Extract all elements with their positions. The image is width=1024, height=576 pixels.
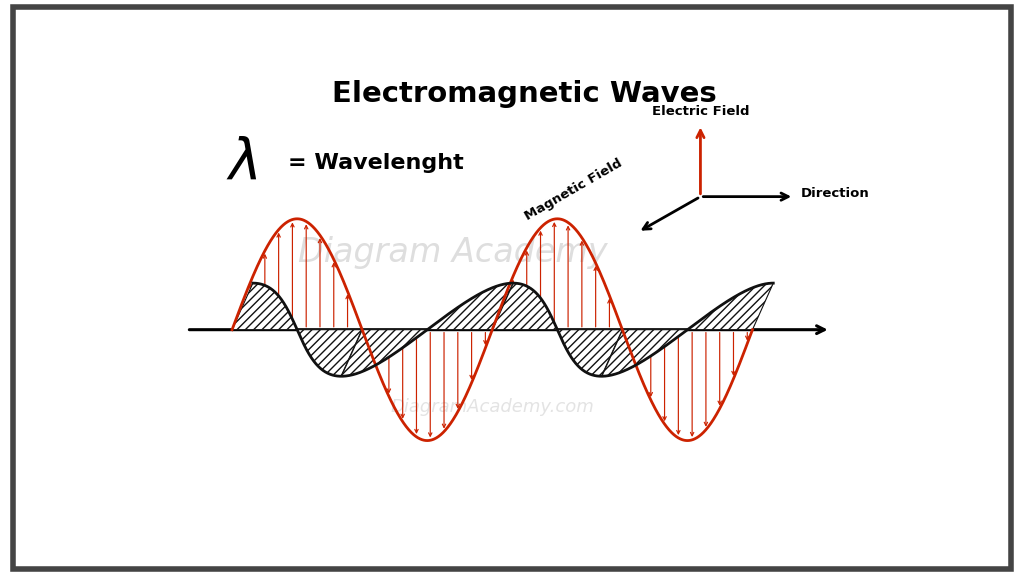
- Text: $\lambda$: $\lambda$: [225, 136, 257, 191]
- Polygon shape: [341, 283, 513, 376]
- Text: Diagram Academy: Diagram Academy: [298, 236, 608, 268]
- Text: Direction: Direction: [801, 187, 869, 200]
- Polygon shape: [232, 283, 361, 376]
- Text: Electromagnetic Waves: Electromagnetic Waves: [333, 80, 717, 108]
- Text: DiagramAcademy.com: DiagramAcademy.com: [390, 399, 594, 416]
- Polygon shape: [493, 283, 623, 376]
- Text: Electric Field: Electric Field: [651, 105, 750, 118]
- Text: = Wavelenght: = Wavelenght: [288, 153, 464, 173]
- Text: Magnetic Field: Magnetic Field: [523, 157, 625, 223]
- Polygon shape: [602, 283, 773, 376]
